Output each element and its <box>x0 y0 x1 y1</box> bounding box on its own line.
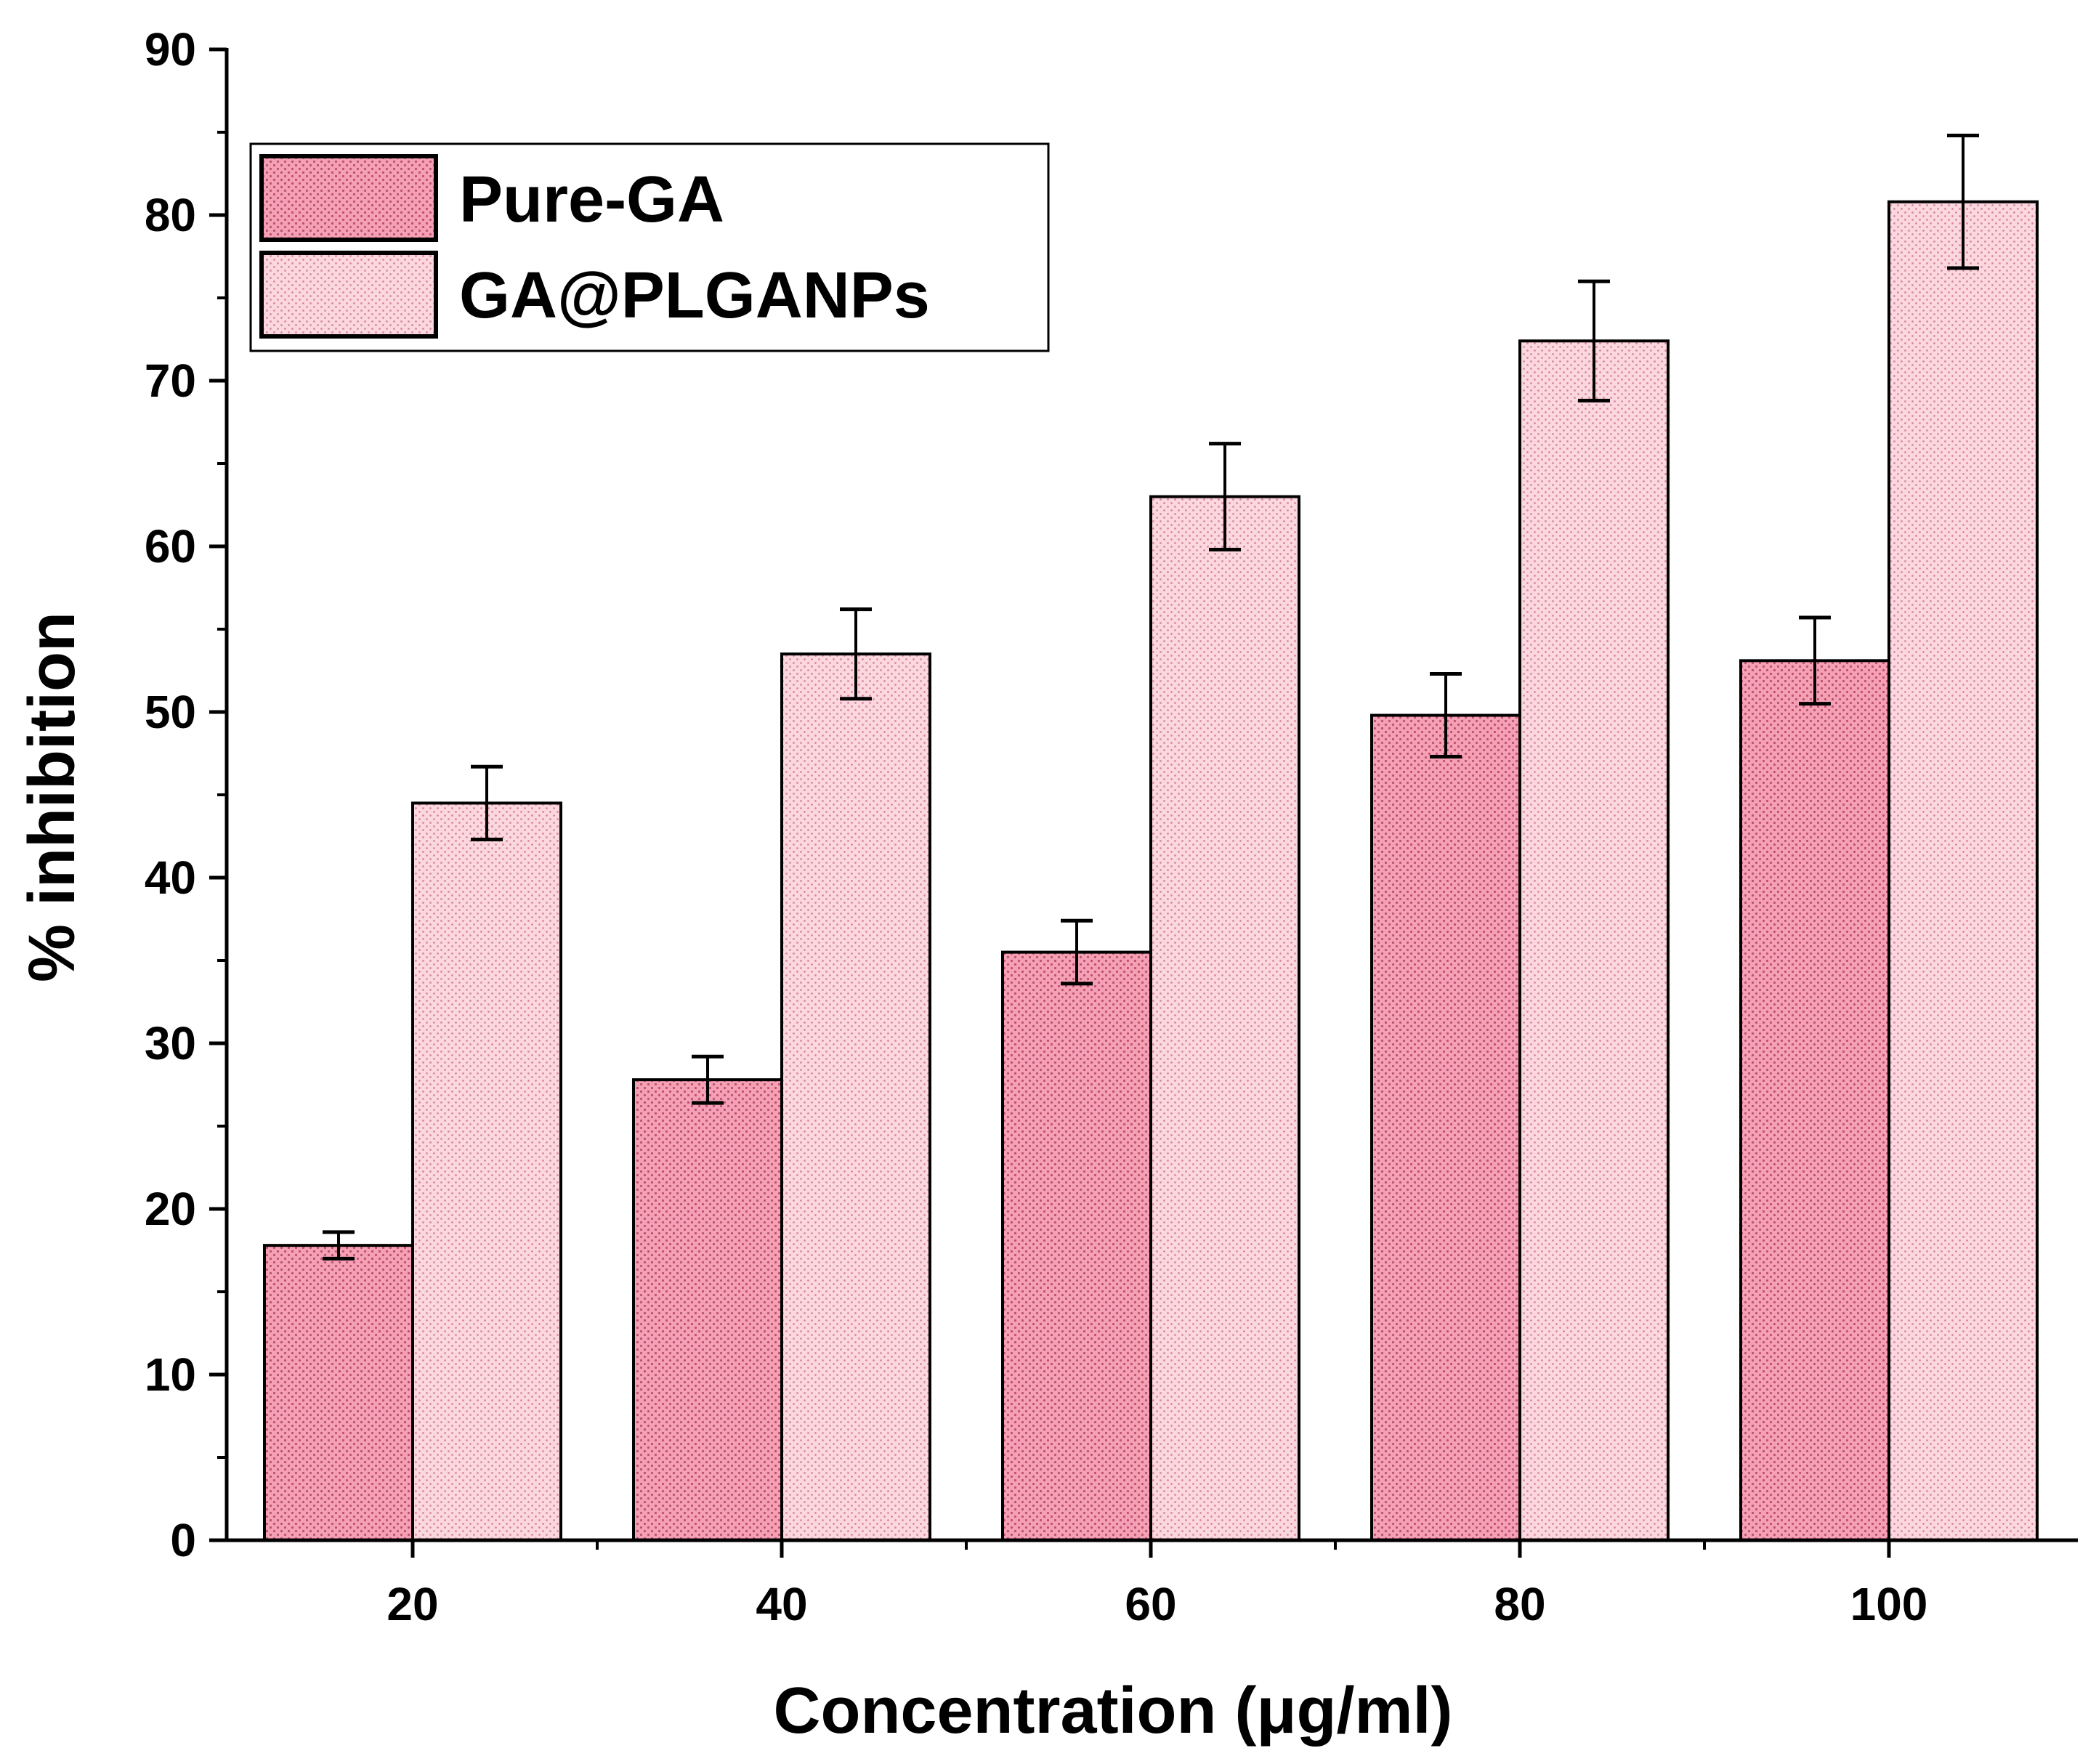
bars-group <box>263 200 2039 1542</box>
legend-swatch-pure-ga <box>259 154 438 242</box>
axes-group: 0 10 20 30 40 50 60 70 80 90 20 40 60 80 100 <box>145 23 2078 1630</box>
x-tick-label-60: 60 <box>1125 1578 1176 1630</box>
bar-ga-plganps-60 <box>1149 495 1300 1542</box>
y-tick-label-20: 20 <box>145 1183 196 1235</box>
y-tick-label-80: 80 <box>145 189 196 241</box>
bar-ga-plganps-40 <box>780 652 931 1542</box>
y-tick-label-50: 50 <box>145 686 196 738</box>
x-tick-label-80: 80 <box>1494 1578 1545 1630</box>
bar-pure-ga-40 <box>632 1078 783 1542</box>
y-tick-label-30: 30 <box>145 1017 196 1069</box>
x-tick-label-20: 20 <box>387 1578 438 1630</box>
x-axis-title: Concentration (μg/ml) <box>773 1675 1452 1747</box>
y-axis-title: % inhibition <box>16 612 89 982</box>
bar-pure-ga-60 <box>1001 950 1152 1542</box>
legend-label-ga-plganps: GA@PLGANPs <box>459 259 930 332</box>
bar-ga-plganps-80 <box>1518 339 1670 1542</box>
error-bars-group <box>323 134 1979 1261</box>
bar-pure-ga-20 <box>263 1244 414 1542</box>
y-tick-label-10: 10 <box>145 1348 196 1401</box>
y-tick-label-90: 90 <box>145 23 196 76</box>
bar-pure-ga-80 <box>1370 713 1521 1542</box>
y-tick-label-60: 60 <box>145 520 196 573</box>
legend-label-pure-ga: Pure-GA <box>459 163 724 236</box>
bar-ga-plganps-100 <box>1887 200 2039 1542</box>
x-tick-label-40: 40 <box>756 1578 807 1630</box>
legend-swatch-ga-plganps <box>259 251 438 339</box>
legend: Pure-GA GA@PLGANPs <box>249 142 1050 352</box>
bar-pure-ga-100 <box>1739 659 1890 1542</box>
x-tick-label-100: 100 <box>1850 1578 1928 1630</box>
bar-ga-plganps-20 <box>411 801 562 1542</box>
y-tick-label-40: 40 <box>145 851 196 904</box>
y-tick-label-70: 70 <box>145 355 196 407</box>
y-tick-label-0: 0 <box>170 1514 196 1566</box>
